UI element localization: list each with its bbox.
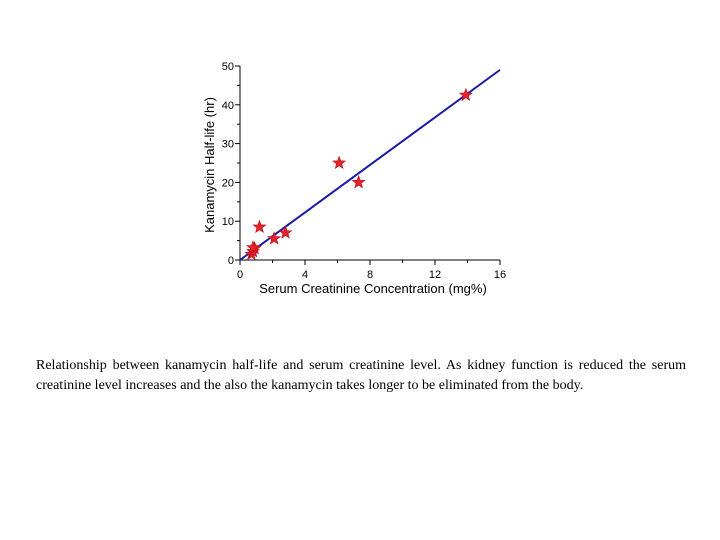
y-tick-label: 40	[222, 100, 234, 112]
data-point-star	[252, 219, 267, 233]
x-tick-label: 4	[302, 269, 308, 281]
x-axis-title: Serum Creatinine Concentration (mg%)	[259, 281, 487, 296]
x-tick-label: 8	[367, 269, 373, 281]
y-tick-label: 30	[222, 139, 234, 151]
x-axis-ticks: 0 4 8 12 16	[237, 260, 506, 281]
y-tick-label: 0	[228, 255, 234, 267]
y-axis-ticks: 0 10 20 30 40 50	[222, 61, 240, 267]
data-point-star	[278, 225, 293, 239]
y-tick-label: 20	[222, 177, 234, 189]
x-tick-label: 12	[429, 269, 441, 281]
data-point-star	[458, 87, 473, 102]
y-tick-label: 10	[222, 216, 234, 228]
regression-line	[239, 69, 501, 261]
data-point-star	[351, 175, 366, 189]
figure-caption: Relationship between kanamycin half-life…	[36, 358, 686, 393]
data-point-star	[245, 240, 261, 254]
x-tick-label: 0	[237, 269, 243, 281]
data-point-star	[332, 155, 347, 169]
scatter-chart: 0 10 20 30 40 50 0 4 8 12 16 Serum Creatinine Con…	[202, 61, 506, 296]
data-points	[244, 87, 473, 261]
data-point-star	[267, 231, 282, 245]
y-tick-label: 50	[222, 61, 234, 73]
x-tick-label: 16	[494, 269, 506, 281]
y-axis-title: Kanamycin Half-life (hr)	[202, 97, 217, 233]
